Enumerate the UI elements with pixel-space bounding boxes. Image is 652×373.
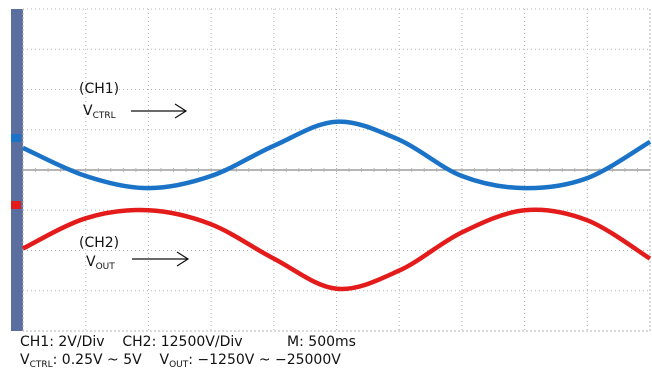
ch1-scale: CH1: 2V/Div xyxy=(20,334,105,350)
ch1-ground-marker xyxy=(11,134,21,142)
ch2-name-main: V xyxy=(86,254,96,270)
screen-background xyxy=(0,0,652,334)
range-settings-line: VCTRL: 0.25V ~ 5V VOUT: −1250V ~ −25000V xyxy=(20,352,341,370)
vout-range: : −1250V ~ −25000V xyxy=(188,352,341,368)
ch1-arrow-icon xyxy=(131,103,188,119)
vout-sub: OUT xyxy=(169,360,189,370)
timebase: M: 500ms xyxy=(287,334,356,350)
ch2-arrow-icon xyxy=(132,251,190,267)
ch1-waveform-trace xyxy=(22,119,652,191)
ch2-waveform-trace xyxy=(22,207,652,292)
ch2-ground-marker xyxy=(11,201,21,209)
vctrl-main: V xyxy=(20,352,30,368)
scale-settings-line: CH1: 2V/Div CH2: 12500V/Div M: 500ms xyxy=(20,334,356,350)
ch2-label-name: VOUT xyxy=(86,254,115,272)
ch1-label-tag: (CH1) xyxy=(79,81,119,97)
ch1-name-main: V xyxy=(83,103,93,119)
vctrl-range: : 0.25V ~ 5V xyxy=(52,352,142,368)
vout-main: V xyxy=(159,352,170,368)
ch2-label-tag: (CH2) xyxy=(79,235,119,251)
oscilloscope-display: (CH1) VCTRL (CH2) VOUT xyxy=(0,0,652,334)
channel-markers xyxy=(11,134,21,209)
ch2-name-sub: OUT xyxy=(96,262,116,272)
ch1-label-name: VCTRL xyxy=(83,103,116,121)
ch2-scale: CH2: 12500V/Div xyxy=(122,334,243,350)
vctrl-sub: CTRL xyxy=(29,360,53,370)
channel-side-bar xyxy=(11,9,23,331)
ch1-name-sub: CTRL xyxy=(93,111,116,121)
